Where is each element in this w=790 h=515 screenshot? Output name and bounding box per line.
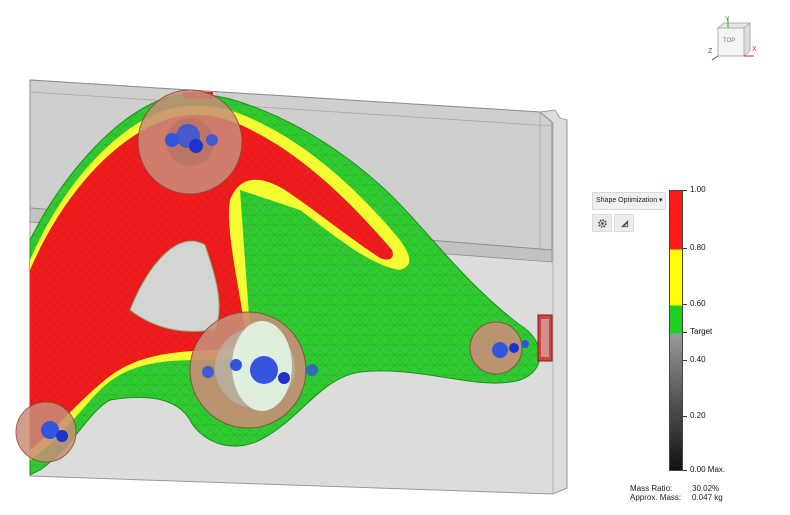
- viewcube-icon[interactable]: [700, 14, 766, 64]
- axis-x-label: X: [752, 46, 757, 53]
- legend-tick: [683, 416, 687, 417]
- legend-tick: [683, 190, 687, 191]
- approx-mass-label: Approx. Mass:: [630, 493, 682, 502]
- mass-ratio-row: Mass Ratio: 30.02%: [630, 484, 723, 493]
- legend-label-0-20: 0.20: [690, 411, 706, 420]
- legend-tick: [683, 332, 687, 333]
- legend-label-0-40: 0.40: [690, 355, 706, 364]
- legend-label-target: Target: [690, 327, 713, 336]
- axis-z-label: Z: [708, 48, 713, 55]
- optimized-bracket-mesh: [29, 92, 553, 476]
- viewcube[interactable]: TOP Y X Z: [700, 14, 766, 64]
- panel-toolbar: [592, 214, 666, 232]
- legend-tick: [683, 360, 687, 361]
- legend-label-0-80: 0.80: [690, 243, 706, 252]
- bolt-hole-top[interactable]: [137, 89, 243, 195]
- mass-ratio-value: 30.02%: [692, 484, 720, 493]
- results-panel: Shape Optimization ▾: [592, 192, 666, 232]
- legend-color-bar: [669, 190, 683, 471]
- legend-tick: [683, 470, 687, 471]
- bolt-hole-bottom-left[interactable]: [15, 401, 77, 463]
- settings-button[interactable]: [592, 214, 612, 232]
- gear-icon: [597, 218, 607, 228]
- probe-button[interactable]: [614, 214, 634, 232]
- legend-label-1-00: 1.00: [690, 185, 706, 194]
- mass-stats: Mass Ratio: 30.02% Approx. Mass: 0.047 k…: [630, 484, 723, 502]
- legend-tick: [683, 304, 687, 305]
- legend-label-0-00-max: 0.00 Max.: [690, 465, 726, 474]
- viewcube-face-label[interactable]: TOP: [723, 38, 736, 44]
- bolt-hole-right[interactable]: [469, 321, 529, 375]
- ruler-triangle-icon: [620, 219, 628, 227]
- bolt-hole-center[interactable]: [189, 311, 318, 429]
- results-type-dropdown[interactable]: Shape Optimization ▾: [592, 192, 666, 210]
- legend-tick: [683, 248, 687, 249]
- approx-mass-row: Approx. Mass: 0.047 kg: [630, 493, 723, 502]
- approx-mass-value: 0.047 kg: [692, 493, 723, 502]
- mass-ratio-label: Mass Ratio:: [630, 484, 673, 493]
- axis-y-label: Y: [725, 16, 730, 23]
- legend-label-0-60: 0.60: [690, 299, 706, 308]
